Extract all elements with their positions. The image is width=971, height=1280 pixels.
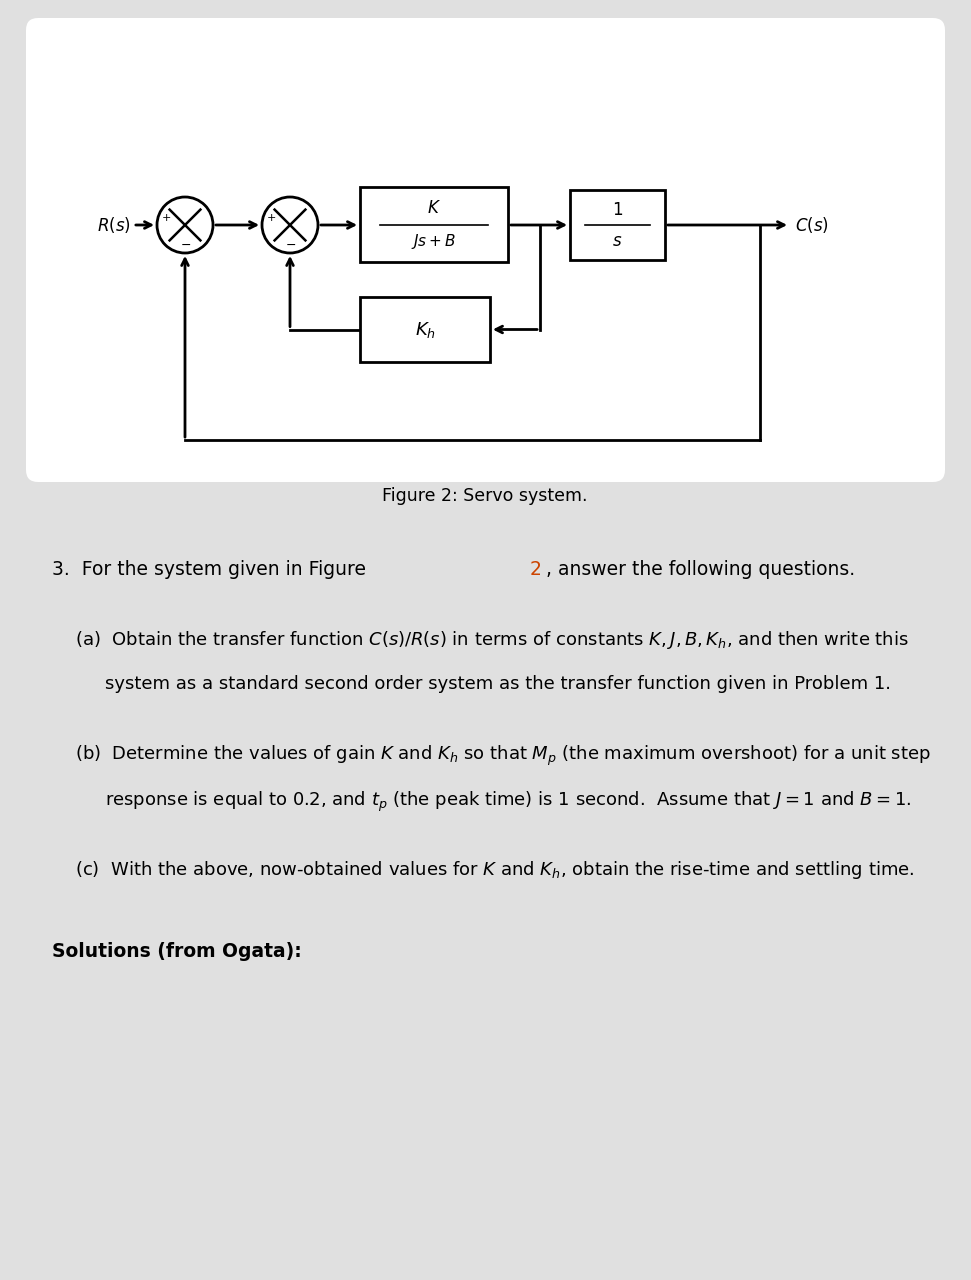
Text: (c)  With the above, now-obtained values for $K$ and $K_h$, obtain the rise-time: (c) With the above, now-obtained values … bbox=[75, 859, 915, 881]
FancyBboxPatch shape bbox=[26, 18, 945, 483]
Text: (b)  Determine the values of gain $K$ and $K_h$ so that $M_p$ (the maximum overs: (b) Determine the values of gain $K$ and… bbox=[75, 744, 931, 768]
Text: −: − bbox=[182, 238, 191, 252]
Text: system as a standard second order system as the transfer function given in Probl: system as a standard second order system… bbox=[105, 675, 891, 692]
Bar bbox=[570, 189, 665, 260]
Circle shape bbox=[262, 197, 318, 253]
Text: $K_h$: $K_h$ bbox=[415, 320, 435, 339]
Text: 2: 2 bbox=[530, 561, 542, 579]
Text: Figure 2: Servo system.: Figure 2: Servo system. bbox=[383, 486, 587, 506]
Text: Solutions (from Ogata):: Solutions (from Ogata): bbox=[52, 942, 302, 961]
Text: (a)  Obtain the transfer function $C(s)/R(s)$ in terms of constants $K, J, B, K_: (a) Obtain the transfer function $C(s)/R… bbox=[75, 628, 909, 652]
Bar bbox=[360, 297, 490, 362]
Text: $1$: $1$ bbox=[612, 201, 623, 219]
Text: 3.  For the system given in Figure: 3. For the system given in Figure bbox=[52, 561, 372, 579]
Bar bbox=[360, 187, 508, 262]
Text: $Js+B$: $Js+B$ bbox=[412, 232, 456, 251]
Text: +: + bbox=[267, 212, 277, 223]
Text: response is equal to 0.2, and $t_p$ (the peak time) is 1 second.  Assume that $J: response is equal to 0.2, and $t_p$ (the… bbox=[105, 790, 911, 814]
Text: , answer the following questions.: , answer the following questions. bbox=[546, 561, 855, 579]
Circle shape bbox=[157, 197, 213, 253]
Text: +: + bbox=[162, 212, 172, 223]
Text: $K$: $K$ bbox=[427, 198, 441, 218]
Text: −: − bbox=[286, 238, 297, 252]
Text: $C(s)$: $C(s)$ bbox=[795, 215, 829, 236]
Text: $s$: $s$ bbox=[613, 232, 622, 250]
Text: $R(s)$: $R(s)$ bbox=[97, 215, 131, 236]
